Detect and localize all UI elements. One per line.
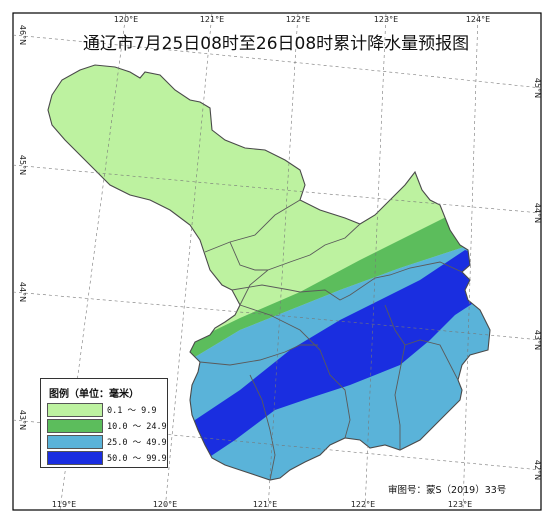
lon-label-top: 123°E (374, 15, 398, 24)
lat-label-right: 45°N (533, 78, 542, 98)
lon-label-top: 121°E (200, 15, 224, 24)
lon-label-bottom: 120°E (153, 500, 177, 509)
legend-swatch (47, 435, 103, 449)
lat-label-left: 45°N (18, 155, 27, 175)
legend-item: 10.0 ～ 24.9 (47, 419, 167, 433)
map-title: 通辽市7月25日08时至26日08时累计降水量预报图 (83, 34, 469, 54)
lat-label-right: 44°N (533, 203, 542, 223)
lon-label-top: 124°E (466, 15, 490, 24)
legend-title: 图例（单位：毫米） (49, 389, 139, 400)
lon-label-bottom: 122°E (351, 500, 375, 509)
legend-label: 0.1 ～ 9.9 (107, 406, 157, 416)
approval-number: 审图号：蒙S（2019）33号 (388, 485, 507, 496)
lon-label-bottom: 119°E (52, 500, 76, 509)
lat-label-right: 42°N (533, 460, 542, 480)
lat-label-left: 44°N (18, 282, 27, 302)
lat-label-right: 43°N (533, 330, 542, 350)
legend-label: 10.0 ～ 24.9 (107, 422, 167, 432)
lon-label-bottom: 121°E (253, 500, 277, 509)
lat-label-left: 46°N (18, 25, 27, 45)
lon-label-bottom: 123°E (448, 500, 472, 509)
lon-label-top: 120°E (114, 15, 138, 24)
legend-item: 0.1 ～ 9.9 (47, 403, 165, 417)
map-border (12, 12, 542, 511)
legend-label: 50.0 ～ 99.9 (107, 454, 167, 464)
lat-label-left: 43°N (18, 410, 27, 430)
legend-item: 25.0 ～ 49.9 (47, 435, 167, 449)
legend-swatch (47, 403, 103, 417)
legend-swatch (47, 419, 103, 433)
legend-label: 25.0 ～ 49.9 (107, 438, 167, 448)
legend-item: 50.0 ～ 99.9 (47, 451, 167, 465)
legend-swatch (47, 451, 103, 465)
band-10-24-9 (170, 210, 470, 380)
lon-label-top: 122°E (286, 15, 310, 24)
legend: 图例（单位：毫米） 0.1 ～ 9.9 10.0 ～ 24.9 25.0 ～ 4… (40, 378, 168, 468)
